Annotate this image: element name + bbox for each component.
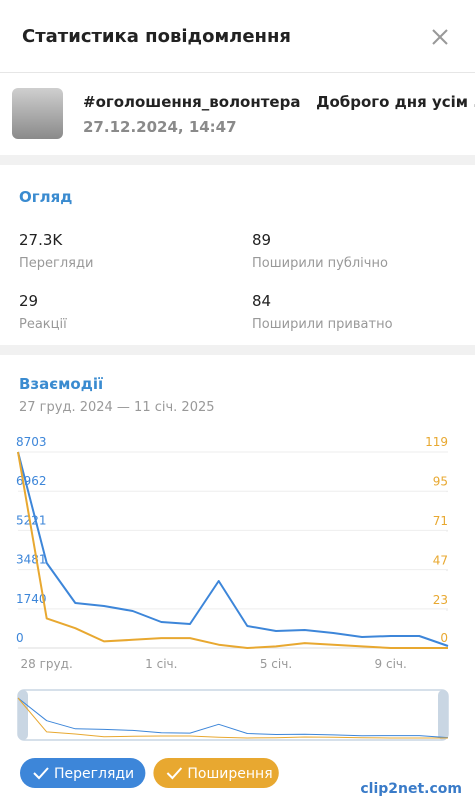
header-title: Статистика повідомлення — [22, 26, 291, 47]
y2-tick-label: 47 — [433, 554, 448, 568]
stat-label: Перегляди — [19, 256, 94, 271]
message-text: #оголошення_волонтера Доброго дня усім .… — [83, 93, 475, 111]
navigator-line — [17, 697, 448, 739]
x-tick-label: 28 груд. — [21, 657, 73, 671]
navigator-frame — [17, 689, 449, 741]
watermark: clip2net.com — [360, 781, 462, 797]
y2-tick-label: 23 — [433, 593, 448, 607]
y-tick-label: 8703 — [16, 435, 47, 449]
legend-button[interactable]: Перегляди — [20, 758, 146, 788]
separator — [0, 155, 475, 165]
x-tick-label: 9 січ. — [375, 657, 407, 671]
y2-tick-label: 71 — [433, 514, 448, 528]
navigator-handle — [438, 690, 448, 740]
overview-title: Огляд — [19, 188, 73, 206]
y2-tick-label: 95 — [433, 475, 448, 489]
separator — [0, 345, 475, 355]
legend-label: Перегляди — [54, 766, 134, 782]
stat-value: 27.3K — [19, 231, 63, 249]
y2-tick-label: 119 — [425, 435, 448, 449]
close-button[interactable] — [432, 29, 448, 45]
y-tick-label: 5221 — [16, 513, 47, 527]
x-tick-label: 1 січ. — [145, 657, 177, 671]
check-icon — [166, 767, 183, 780]
message-thumbnail — [12, 88, 63, 139]
stat-label: Поширили публічно — [252, 256, 388, 271]
y-tick-label: 1740 — [16, 592, 47, 606]
navigator-handle — [18, 690, 28, 740]
series-line — [17, 451, 448, 649]
stat-label: Поширили приватно — [252, 317, 393, 332]
stat-value: 89 — [252, 231, 272, 249]
y2-tick-label: 0 — [440, 631, 448, 645]
stat-value: 29 — [19, 292, 39, 310]
legend-button-bg — [153, 758, 279, 788]
stat-value: 84 — [252, 292, 272, 310]
y-tick-label: 0 — [16, 631, 24, 645]
stat-label: Реакції — [19, 317, 67, 332]
chart-title: Взаємодії — [19, 375, 104, 393]
legend-button[interactable]: Поширення — [153, 758, 279, 788]
y-tick-label: 6962 — [16, 474, 47, 488]
chart-subtitle: 27 груд. 2024 — 11 січ. 2025 — [19, 400, 215, 415]
message-date: 27.12.2024, 14:47 — [83, 118, 237, 136]
check-icon — [33, 767, 49, 780]
legend-button-bg — [20, 758, 146, 788]
y-tick-label: 3481 — [16, 553, 47, 567]
divider — [0, 72, 475, 73]
series-line — [17, 451, 449, 647]
x-tick-label: 5 січ. — [260, 657, 292, 671]
navigator-line — [17, 697, 449, 739]
legend-label: Поширення — [187, 766, 272, 782]
